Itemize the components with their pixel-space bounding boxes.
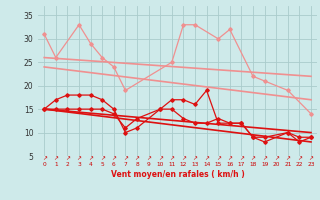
X-axis label: Vent moyen/en rafales ( km/h ): Vent moyen/en rafales ( km/h ): [111, 170, 244, 179]
